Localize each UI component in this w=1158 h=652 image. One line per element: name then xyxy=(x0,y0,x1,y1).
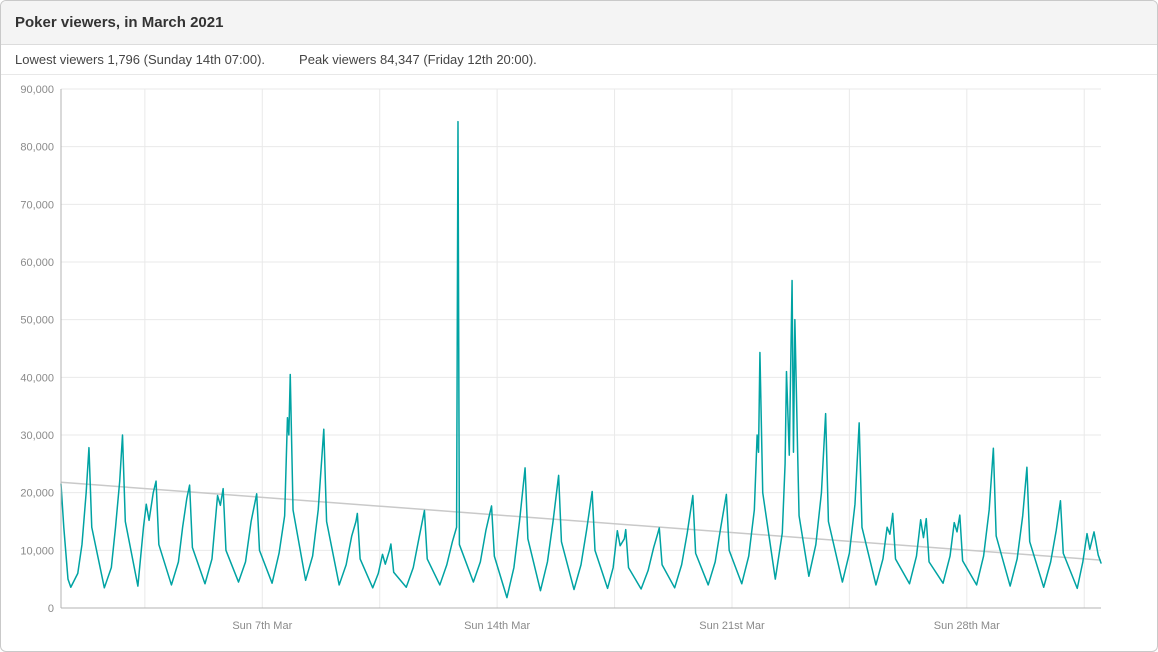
chart-area: 0 10,000 20,000 30,000 40,000 50,000 60,000 70,… xyxy=(1,75,1157,651)
poker-viewers-chart: 0 10,000 20,000 30,000 40,000 50,000 60,000 70,… xyxy=(20,84,1102,632)
svg-text:Sun 7th Mar: Sun 7th Mar xyxy=(232,620,292,632)
peak-viewers-stat: Peak viewers 84,347 (Friday 12th 20:00). xyxy=(299,52,537,67)
svg-text:80,000: 80,000 xyxy=(20,142,54,154)
svg-text:Sun 28th Mar: Sun 28th Mar xyxy=(934,620,1000,632)
panel-header: Poker viewers, in March 2021 xyxy=(1,1,1157,45)
svg-text:0: 0 xyxy=(48,603,54,615)
lowest-viewers-stat: Lowest viewers 1,796 (Sunday 14th 07:00)… xyxy=(15,52,266,67)
svg-text:40,000: 40,000 xyxy=(20,372,54,384)
svg-text:30,000: 30,000 xyxy=(20,430,54,442)
svg-text:Sun 14th Mar: Sun 14th Mar xyxy=(464,620,530,632)
svg-text:Sun 21st Mar: Sun 21st Mar xyxy=(699,620,765,632)
svg-text:20,000: 20,000 xyxy=(20,488,54,500)
stats-bar: Lowest viewers 1,796 (Sunday 14th 07:00)… xyxy=(1,45,1157,75)
svg-text:90,000: 90,000 xyxy=(20,84,54,96)
page-title: Poker viewers, in March 2021 xyxy=(15,14,224,31)
svg-text:60,000: 60,000 xyxy=(20,257,54,269)
svg-text:70,000: 70,000 xyxy=(20,199,54,211)
svg-text:10,000: 10,000 xyxy=(20,545,54,557)
svg-text:50,000: 50,000 xyxy=(20,315,54,327)
